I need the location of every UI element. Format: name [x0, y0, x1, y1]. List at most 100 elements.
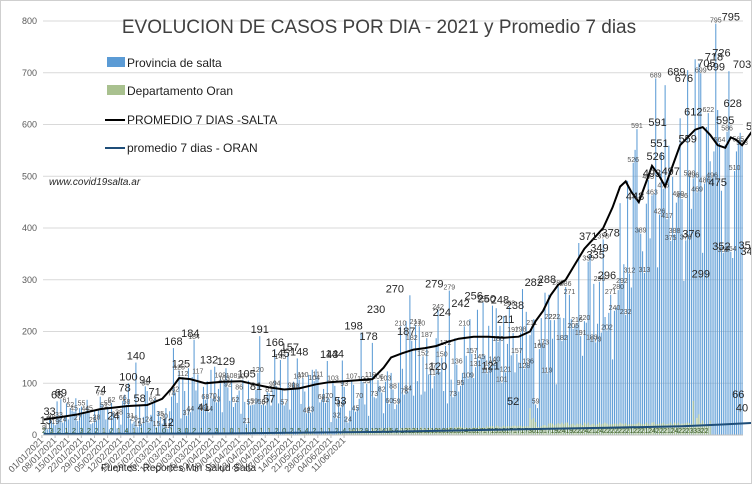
bar-salta — [212, 398, 214, 435]
data-label-salta: 82 — [378, 387, 386, 394]
bar-salta — [411, 340, 413, 435]
bar-salta — [109, 429, 111, 435]
bar-salta — [720, 190, 722, 435]
bar-salta — [326, 360, 328, 435]
bar-oran — [651, 422, 653, 435]
data-label-salta: 44 — [186, 406, 194, 413]
data-label-oran: 1 — [140, 428, 144, 435]
bar-salta — [289, 409, 291, 435]
data-label-salta: 173 — [537, 339, 549, 346]
bar-salta — [653, 193, 655, 435]
data-label-224: 224 — [433, 307, 451, 319]
bar-salta — [439, 371, 441, 435]
bar-oran — [324, 433, 326, 435]
bar-salta — [353, 384, 355, 435]
data-label-salta: 109 — [215, 373, 227, 380]
data-label-705: 705 — [697, 58, 715, 70]
data-label-129: 129 — [217, 356, 235, 368]
bar-salta — [422, 356, 424, 435]
data-label-279: 279 — [425, 279, 443, 291]
bar-oran — [377, 431, 379, 435]
data-label-salta: 92 — [224, 381, 232, 388]
legend: Provincia de salta Departamento Oran PRO… — [105, 56, 277, 155]
data-label-salta: 152 — [417, 350, 429, 357]
bar-salta — [324, 402, 326, 435]
data-label-140: 140 — [127, 351, 145, 363]
bar-salta — [602, 239, 604, 435]
bar-oran — [700, 423, 702, 435]
bar-salta — [62, 422, 64, 435]
bar-oran — [563, 424, 565, 435]
bar-salta — [420, 394, 422, 435]
data-label-78: 78 — [119, 383, 131, 395]
bar-salta — [328, 398, 330, 435]
data-label-salta: 591 — [631, 123, 643, 130]
bar-oran — [638, 422, 640, 435]
data-label-salta: 84 — [404, 386, 412, 393]
data-label-oran: 1 — [260, 428, 264, 435]
bar-salta — [700, 73, 702, 435]
bar-oran — [396, 431, 398, 435]
bar-salta — [390, 372, 392, 435]
data-label-salta: 107 — [237, 374, 249, 381]
bar-salta — [636, 129, 638, 435]
data-label-125: 125 — [172, 358, 190, 370]
bar-salta — [615, 307, 617, 435]
bar-salta — [197, 374, 199, 435]
bar-oran — [356, 431, 358, 435]
bar-salta — [249, 405, 251, 435]
bar-salta — [334, 385, 336, 435]
bar-salta — [538, 349, 540, 435]
data-label-salta: 463 — [646, 189, 658, 196]
bar-salta — [704, 183, 706, 435]
bar-salta — [169, 411, 171, 435]
data-label-salta: 157 — [511, 348, 523, 355]
data-label-53: 53 — [334, 396, 346, 408]
bar-salta — [240, 413, 242, 435]
bar-salta — [214, 366, 216, 435]
bar-oran — [683, 423, 685, 435]
bar-salta — [163, 419, 165, 435]
data-label-198: 198 — [344, 321, 362, 333]
bar-salta — [478, 359, 480, 435]
bar-oran — [568, 425, 570, 435]
data-label-salta: 476 — [657, 183, 669, 190]
data-label-salta: 30 — [160, 413, 168, 420]
data-label-oran: 21 — [588, 428, 596, 435]
data-label-salta: 565 — [732, 137, 744, 144]
bar-oran — [257, 433, 259, 435]
data-label-oran: 2 — [207, 428, 211, 435]
data-label-salta: 184 — [188, 334, 200, 341]
bar-salta — [587, 261, 589, 435]
bar-salta — [398, 382, 400, 435]
bar-salta — [574, 325, 576, 435]
bar-salta — [715, 23, 717, 436]
website-note: www.covid19salta.ar — [49, 177, 141, 188]
data-label-oran: 1 — [155, 428, 159, 435]
data-label-salta: 125 — [173, 364, 185, 371]
data-label-718: 718 — [705, 51, 723, 63]
bar-salta — [480, 357, 482, 435]
bar-oran — [685, 423, 687, 435]
bar-salta — [555, 384, 557, 435]
data-label-oran: 17 — [475, 428, 483, 435]
bar-salta — [476, 309, 478, 435]
data-label-oran: 2 — [147, 428, 151, 435]
bar-salta — [632, 162, 634, 436]
data-label-salta: 103 — [327, 376, 339, 383]
bar-salta — [467, 378, 469, 435]
bar-oran — [600, 424, 602, 435]
bar-salta — [336, 418, 338, 435]
bar-salta — [92, 423, 94, 435]
bar-salta — [666, 219, 668, 435]
data-label-oran: 22 — [701, 428, 709, 435]
data-label-salta: 74 — [168, 391, 176, 398]
data-label-salta: 211 — [526, 320, 537, 327]
data-label-oran: 17 — [543, 428, 551, 435]
data-label-oran: 21 — [626, 428, 634, 435]
bar-salta — [593, 283, 595, 435]
data-label-oran: 0 — [282, 428, 286, 435]
bar-salta — [146, 391, 148, 435]
bar-salta — [550, 320, 552, 435]
bar-oran — [426, 429, 428, 435]
